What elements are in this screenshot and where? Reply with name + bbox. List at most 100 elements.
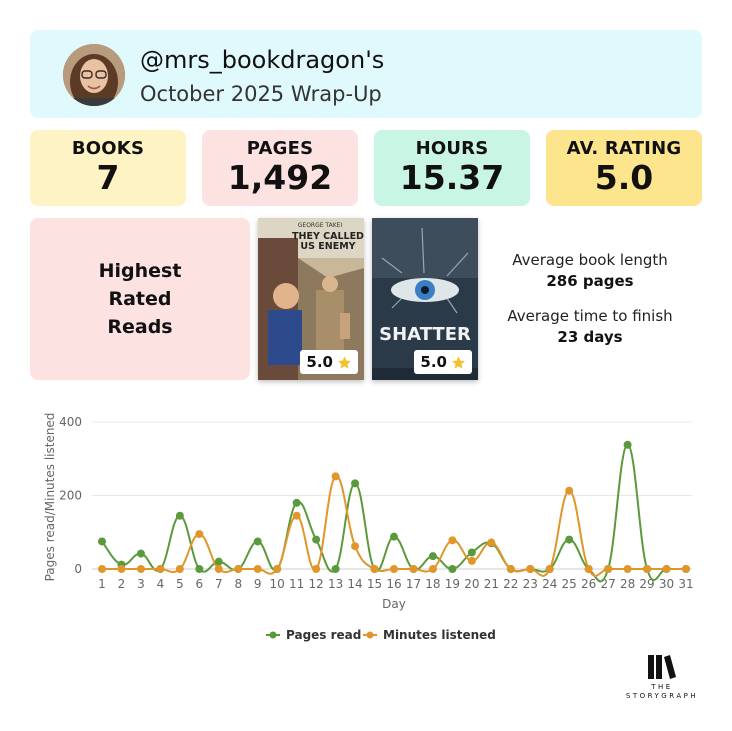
user-handle: @mrs_bookdragon's	[140, 46, 385, 74]
x-tick-label: 6	[196, 577, 204, 591]
stat-value: 1,492	[227, 158, 333, 197]
series-point-0	[98, 537, 106, 546]
rating-value: 5.0	[420, 353, 447, 371]
star-icon	[452, 355, 465, 369]
series-point-0	[467, 548, 476, 557]
series-point-1	[682, 565, 690, 573]
x-tick-label: 18	[425, 577, 440, 591]
legend-label: Minutes listened	[383, 628, 496, 642]
series-point-1	[214, 565, 223, 573]
series-point-1	[195, 530, 204, 539]
x-tick-label: 17	[406, 577, 421, 591]
book-title-line2: US ENEMY	[300, 241, 355, 252]
x-tick-label: 28	[620, 577, 635, 591]
star-icon	[338, 355, 351, 369]
x-tick-label: 19	[445, 577, 460, 591]
series-point-1	[604, 565, 613, 573]
x-tick-label: 11	[289, 577, 304, 591]
average-time-label: Average time to finish	[507, 307, 673, 325]
series-point-1	[584, 565, 593, 573]
x-tick-label: 9	[254, 577, 262, 591]
average-time-value: 23 days	[557, 328, 623, 346]
x-tick-label: 10	[270, 577, 285, 591]
highest-rated-heading: Highest Rated Reads	[30, 218, 250, 380]
series-point-0	[565, 535, 574, 544]
y-tick-label: 0	[74, 562, 82, 576]
series-point-0	[351, 479, 360, 488]
stat-label: HOURS	[415, 138, 489, 159]
x-tick-label: 3	[137, 577, 145, 591]
y-tick-label: 400	[59, 415, 82, 429]
x-axis-label: Day	[382, 597, 406, 611]
series-point-1	[273, 565, 282, 573]
series-point-0	[136, 549, 145, 558]
series-point-1	[487, 538, 496, 547]
x-tick-label: 25	[562, 577, 577, 591]
series-point-0	[448, 565, 457, 573]
series-point-0	[195, 565, 204, 573]
series-point-1	[156, 565, 165, 573]
y-axis-label: Pages read/Minutes listened	[43, 413, 57, 582]
series-point-0	[312, 535, 321, 544]
book-cover-shatter[interactable]: SHATTER 5.0	[372, 218, 478, 380]
x-tick-label: 20	[464, 577, 479, 591]
average-time-to-finish: Average time to finish 23 days	[490, 307, 690, 346]
logo-word-storygraph: STORYGRAPH	[625, 692, 699, 700]
x-tick-label: 21	[484, 577, 499, 591]
x-tick-label: 26	[581, 577, 596, 591]
average-book-length: Average book length 286 pages	[490, 251, 690, 290]
stat-average-rating: AV. RATING 5.0	[546, 130, 702, 206]
x-tick-label: 12	[308, 577, 323, 591]
series-point-1	[331, 472, 340, 481]
series-point-0	[428, 552, 437, 561]
y-tick-label: 200	[59, 489, 82, 503]
series-point-1	[370, 565, 379, 573]
series-point-1	[175, 565, 184, 573]
series-point-1	[506, 565, 515, 573]
series-point-0	[214, 557, 223, 566]
x-tick-label: 7	[215, 577, 223, 591]
series-point-1	[448, 536, 457, 545]
series-point-1	[312, 565, 321, 573]
series-point-0	[623, 440, 632, 449]
header-banner: @mrs_bookdragon's October 2025 Wrap-Up	[30, 30, 702, 118]
book-author: GEORGE TAKEI	[298, 222, 343, 229]
x-tick-label: 1	[98, 577, 106, 591]
x-tick-label: 30	[659, 577, 674, 591]
series-point-1	[526, 565, 535, 573]
x-tick-label: 2	[118, 577, 126, 591]
x-tick-label: 23	[523, 577, 538, 591]
series-point-0	[390, 532, 398, 541]
highest-rated-title: Highest Rated Reads	[98, 260, 182, 338]
series-point-1	[351, 542, 360, 551]
x-tick-label: 4	[157, 577, 165, 591]
series-point-0	[331, 565, 340, 573]
x-tick-label: 22	[503, 577, 518, 591]
series-line-0	[101, 443, 686, 583]
series-point-1	[643, 565, 652, 573]
x-tick-label: 13	[328, 577, 343, 591]
series-point-1	[565, 486, 574, 495]
series-line-1	[101, 475, 686, 577]
stat-label: AV. RATING	[566, 138, 682, 159]
series-point-0	[175, 511, 184, 520]
stat-value: 15.37	[399, 158, 505, 197]
avatar[interactable]	[63, 44, 125, 106]
stat-pages: PAGES 1,492	[202, 130, 358, 206]
x-tick-label: 8	[234, 577, 242, 591]
series-point-1	[409, 565, 418, 573]
series-point-1	[234, 565, 243, 573]
rating-badge: 5.0	[300, 350, 358, 374]
x-tick-label: 24	[542, 577, 557, 591]
rating-value: 5.0	[306, 353, 333, 371]
series-point-1	[117, 565, 126, 573]
legend-label: Pages read	[286, 628, 361, 642]
stat-value: 7	[96, 158, 120, 197]
x-tick-label: 5	[176, 577, 184, 591]
rating-badge: 5.0	[414, 350, 472, 374]
legend-swatch-dot	[366, 631, 374, 639]
x-tick-label: 15	[367, 577, 382, 591]
logo-word-the: THE	[651, 683, 673, 691]
book-cover-they-called-us-enemy[interactable]: GEORGE TAKEI THEY CALLED US ENEMY 5.0	[258, 218, 364, 380]
